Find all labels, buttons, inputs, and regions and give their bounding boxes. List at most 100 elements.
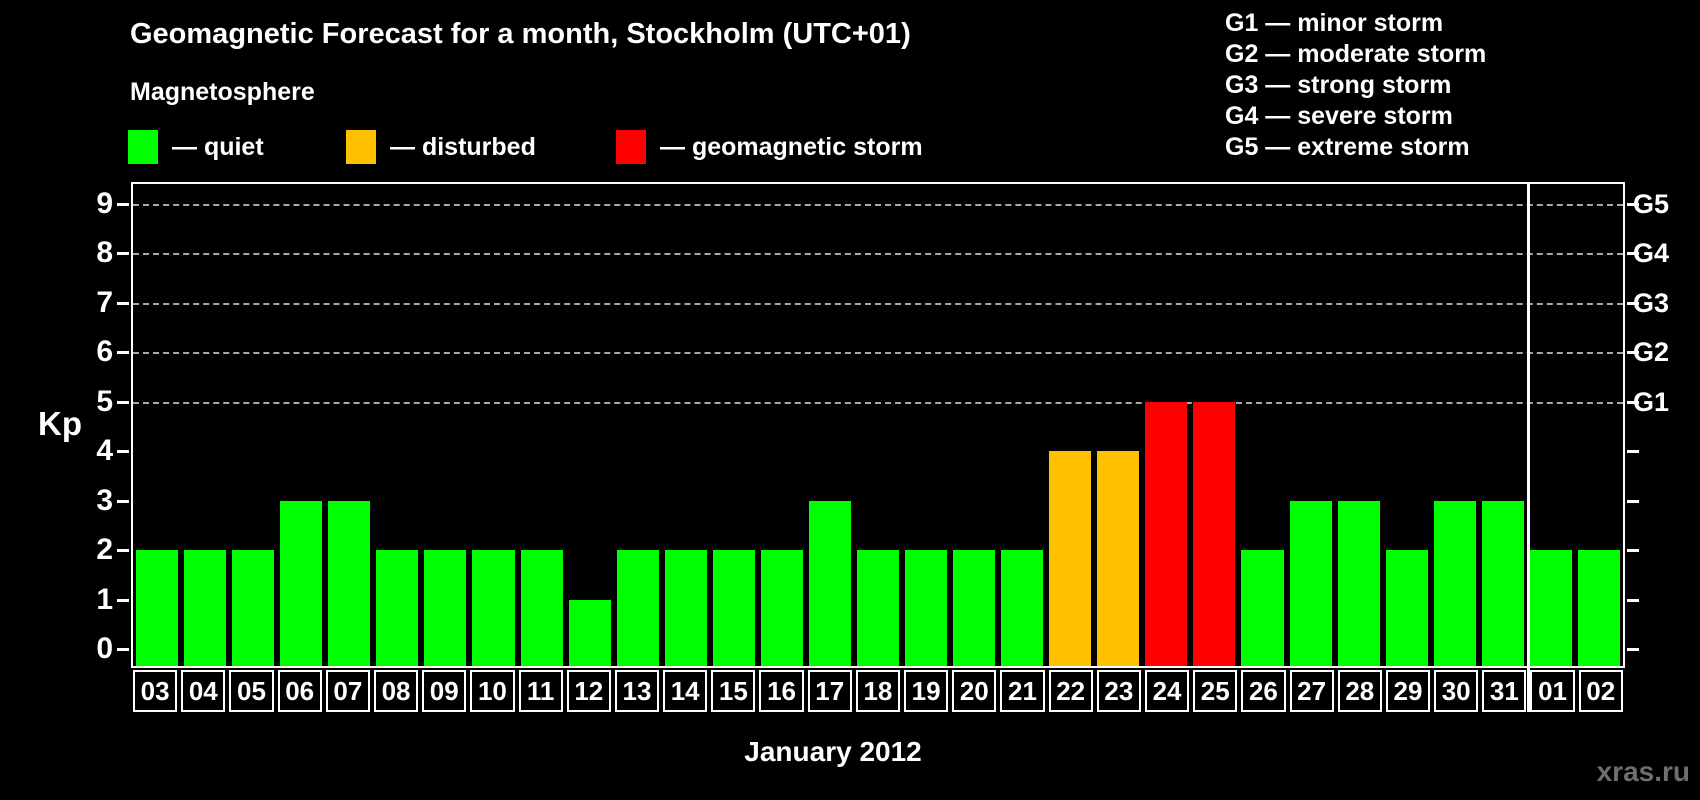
y-tick-label-0: 0: [96, 632, 113, 666]
day-label-08: 08: [373, 670, 419, 712]
day-label-20: 20: [952, 670, 997, 712]
day-label-02: 02: [1578, 670, 1623, 712]
y-tick-right: [1627, 351, 1639, 355]
y-tick-label-6: 6: [96, 335, 113, 369]
g-scale-legend: G1 — minor storm G2 — moderate storm G3 …: [1225, 8, 1486, 163]
bar-slot: [421, 184, 469, 666]
day-label-07: 07: [325, 670, 370, 712]
y-tick-label-2: 2: [96, 533, 113, 567]
gridline-kp5: [133, 401, 1623, 404]
bar-day-11: [520, 550, 563, 666]
day-label-27: 27: [1289, 670, 1334, 712]
bar-day-26: [1241, 550, 1284, 666]
day-label-09: 09: [422, 670, 467, 712]
bar-slot: [1046, 184, 1094, 666]
day-label-22: 22: [1048, 670, 1093, 712]
bar-slot: [325, 184, 373, 666]
day-label-01: 01: [1530, 670, 1575, 712]
bar-slot: [950, 184, 998, 666]
disturbed-color-swatch: [346, 130, 376, 164]
g-scale-legend-line: G1 — minor storm: [1225, 9, 1444, 37]
g-scale-label-G4: G4: [1633, 238, 1670, 269]
day-label-26: 26: [1241, 670, 1286, 712]
bar-day-30: [1433, 500, 1476, 666]
bar-day-23: [1097, 451, 1140, 666]
bar-day-25: [1193, 401, 1236, 666]
bar-slot: [1527, 184, 1575, 666]
legend-item-storm: — geomagnetic storm: [616, 126, 923, 168]
y-tick-label-5: 5: [96, 384, 113, 418]
bars-container: [133, 184, 1623, 666]
bar-day-09: [424, 550, 467, 666]
y-tick-left: [117, 549, 129, 553]
y-tick-left: [117, 499, 129, 503]
g-scale-legend-line: G4 — severe storm: [1225, 102, 1453, 130]
bar-day-06: [280, 500, 323, 666]
day-label-06: 06: [277, 670, 322, 712]
bar-day-08: [376, 550, 419, 666]
bar-slot: [1479, 184, 1527, 666]
y-tick-label-3: 3: [96, 483, 113, 517]
y-tick-label-4: 4: [96, 434, 113, 468]
bar-slot: [806, 184, 854, 666]
g-scale-label-G5: G5: [1633, 188, 1670, 219]
day-label-13: 13: [614, 670, 660, 712]
bar-day-22: [1049, 451, 1092, 666]
y-tick-right: [1627, 549, 1639, 553]
bar-slot: [229, 184, 277, 666]
day-label-03: 03: [133, 670, 178, 712]
bar-slot: [1287, 184, 1335, 666]
g-scale-legend-line: G2 — moderate storm: [1225, 40, 1487, 68]
y-tick-right: [1627, 598, 1639, 602]
bar-day-29: [1385, 550, 1428, 666]
bar-slot: [518, 184, 566, 666]
bar-day-14: [664, 550, 707, 666]
y-tick-label-7: 7: [96, 285, 113, 319]
day-label-12: 12: [566, 670, 611, 712]
y-tick-right: [1627, 450, 1639, 454]
bar-day-12: [568, 599, 611, 666]
day-label-19: 19: [904, 670, 949, 712]
legend-item-label: — geomagnetic storm: [660, 132, 923, 161]
bar-day-28: [1337, 500, 1380, 666]
bar-day-17: [808, 500, 851, 666]
bar-day-13: [616, 550, 659, 666]
y-tick-left: [117, 598, 129, 602]
legend-item-label: — disturbed: [390, 132, 536, 161]
y-tick-right: [1627, 400, 1639, 404]
bar-slot: [469, 184, 517, 666]
y-tick-right: [1627, 499, 1639, 503]
gridline-kp9: [133, 203, 1623, 206]
g-scale-label-G2: G2: [1633, 337, 1670, 368]
legend-item-label: — quiet: [172, 132, 264, 161]
y-tick-right: [1627, 648, 1639, 652]
y-tick-right: [1627, 301, 1639, 305]
bar-slot: [614, 184, 662, 666]
day-label-25: 25: [1193, 670, 1238, 712]
chart-title: Geomagnetic Forecast for a month, Stockh…: [130, 18, 911, 50]
bar-slot: [566, 184, 614, 666]
bar-slot: [1383, 184, 1431, 666]
g-scale-label-G1: G1: [1633, 386, 1670, 417]
day-label-10: 10: [470, 670, 515, 712]
day-label-14: 14: [663, 670, 708, 712]
bar-slot: [181, 184, 229, 666]
bar-day-10: [472, 550, 515, 666]
bar-slot: [1575, 184, 1623, 666]
bar-slot: [662, 184, 710, 666]
gridline-kp6: [133, 352, 1623, 355]
y-tick-left: [117, 301, 129, 305]
day-axis: 03 04 05 06 07 08 09 10 11 12 13 14 15 16 17 18 19 20 21 22…: [131, 670, 1625, 712]
legend-item-disturbed: — disturbed: [346, 126, 536, 168]
bar-day-27: [1289, 500, 1332, 666]
bar-slot: [1431, 184, 1479, 666]
bar-day-04: [184, 550, 227, 666]
plot-area: 0 1 2 3 4 5 G1 6 G2 7 G3 8 G4 9 G5: [96, 182, 1669, 712]
y-tick-left: [117, 202, 129, 206]
bar-day-19: [905, 550, 948, 666]
bar-day-03: [136, 550, 179, 666]
bar-slot: [1190, 184, 1238, 666]
bar-slot: [373, 184, 421, 666]
quiet-color-swatch: [128, 130, 158, 164]
y-tick-left: [117, 450, 129, 454]
